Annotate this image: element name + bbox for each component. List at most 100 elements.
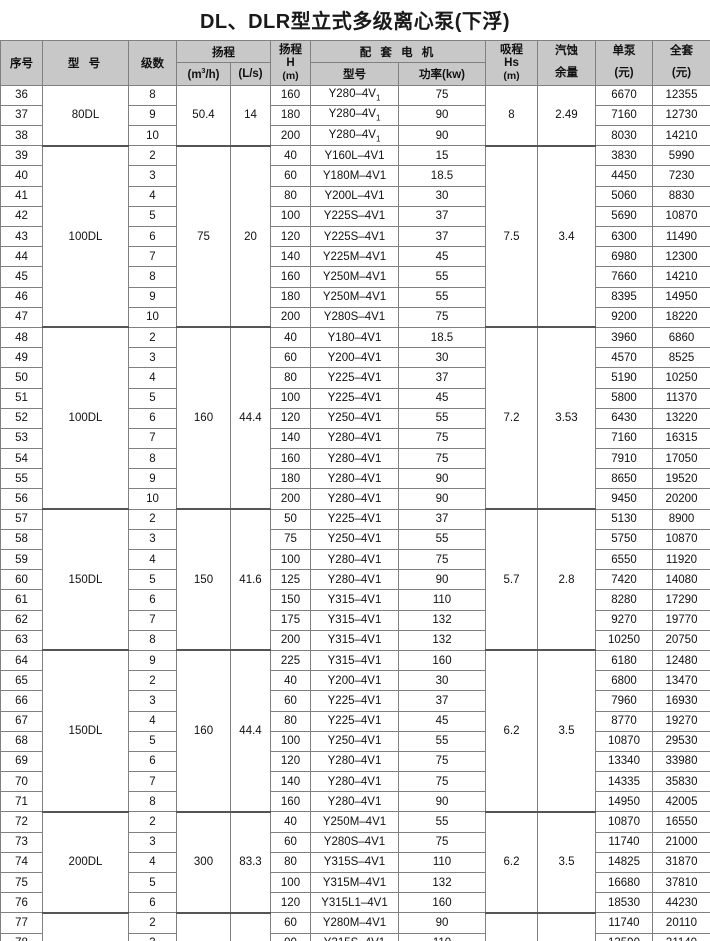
cell-seq: 77 bbox=[0, 912, 43, 934]
cell-full-price: 20200 bbox=[652, 488, 710, 510]
cell-head: 40 bbox=[270, 145, 311, 167]
cell-seq: 53 bbox=[0, 427, 43, 450]
col-head-line1: 扬程 bbox=[279, 43, 302, 56]
cell-head: 60 bbox=[270, 165, 311, 187]
cell-full-price: 37810 bbox=[652, 871, 710, 894]
cell-motor-power: 55 bbox=[398, 528, 486, 551]
cell-head: 90 bbox=[270, 932, 311, 941]
cell-motor-power: 90 bbox=[398, 488, 486, 510]
cell-motor-power: 90 bbox=[398, 468, 486, 490]
cell-full-price: 11920 bbox=[652, 548, 710, 571]
cell-seq: 63 bbox=[0, 629, 43, 651]
cell-motor-model: Y280–4V1 bbox=[310, 750, 399, 773]
cell-full-price: 18220 bbox=[652, 306, 710, 328]
cell-motor-model: Y315S–4V1 bbox=[310, 932, 399, 941]
cell-motor-model: Y225S–4V1 bbox=[310, 205, 399, 228]
cell-single-price: 5750 bbox=[595, 528, 653, 551]
cell-motor-power: 132 bbox=[398, 609, 486, 631]
cell-head: 140 bbox=[270, 771, 311, 793]
cell-motor-model: Y315M–4V1 bbox=[310, 871, 399, 894]
cell-stages: 5 bbox=[128, 730, 177, 752]
col-suction-line3: (m) bbox=[503, 70, 520, 83]
cell-stages: 3 bbox=[128, 528, 177, 551]
cell-motor-model: Y250–4V1 bbox=[310, 528, 399, 551]
cell-full-price: 19520 bbox=[652, 468, 710, 490]
cell-motor-power: 75 bbox=[398, 427, 486, 450]
table-row: 57 150DL 2 150 41.6 50 Y225–4V1 37 5.7 2.8 5130 890… bbox=[0, 508, 710, 652]
cell-seq: 65 bbox=[0, 670, 43, 692]
cell-motor-power: 132 bbox=[398, 629, 486, 651]
col-motor-group: 配 套 电 机 bbox=[310, 39, 486, 64]
cell-stages: 7 bbox=[128, 609, 177, 631]
cell-full-price: 17050 bbox=[652, 448, 710, 470]
cell-motor-model: Y250M–4V1 bbox=[310, 286, 399, 308]
cell-motor-power: 75 bbox=[398, 84, 486, 106]
cell-stages: 9 bbox=[128, 104, 177, 127]
col-seq: 序号 bbox=[0, 40, 43, 86]
cell-motor-model: Y280–4V1 bbox=[310, 104, 399, 127]
cell-single-price: 6980 bbox=[595, 246, 653, 268]
cell-suction: 5.7 bbox=[485, 508, 538, 652]
cell-motor-model: Y225–4V1 bbox=[310, 387, 399, 409]
cell-motor-power: 90 bbox=[398, 569, 486, 591]
cell-head: 150 bbox=[270, 589, 311, 611]
cell-suction: 6.2 bbox=[485, 912, 538, 941]
cell-head: 80 bbox=[270, 710, 311, 732]
cell-stages: 3 bbox=[128, 690, 177, 712]
col-head: 扬程 H (m) bbox=[270, 40, 311, 86]
cell-flow-m3h: 150 bbox=[176, 508, 231, 652]
cell-single-price: 13590 bbox=[595, 932, 653, 941]
cell-flow-ls: 44.4 bbox=[230, 649, 271, 813]
cell-head: 120 bbox=[270, 892, 311, 914]
cell-head: 80 bbox=[270, 851, 311, 874]
cell-full-price: 42005 bbox=[652, 791, 710, 813]
cell-motor-model: Y280–4V1 bbox=[310, 468, 399, 490]
cell-full-price: 19770 bbox=[652, 609, 710, 631]
cell-seq: 69 bbox=[0, 750, 43, 773]
cell-stages: 3 bbox=[128, 347, 177, 369]
col-suction: 吸程 Hs (m) bbox=[485, 40, 538, 86]
table-row: 37 9 180 Y280–4V1 90 7160 12730 bbox=[0, 104, 710, 127]
cell-seq: 66 bbox=[0, 690, 43, 712]
table-row: 53 7 140 Y280–4V1 75 7160 16315 bbox=[0, 427, 710, 450]
cell-full-price: 14210 bbox=[652, 125, 710, 147]
cell-stages: 4 bbox=[128, 548, 177, 571]
cell-seq: 52 bbox=[0, 407, 43, 429]
cell-single-price: 8030 bbox=[595, 125, 653, 147]
cell-motor-power: 55 bbox=[398, 286, 486, 308]
col-cavitation: 汽蚀 余量 bbox=[537, 40, 596, 86]
cell-full-price: 31870 bbox=[652, 851, 710, 874]
cell-head: 200 bbox=[270, 488, 311, 510]
table-row: 38 10 200 Y280–4V1 90 8030 14210 bbox=[0, 125, 710, 147]
cell-full-price: 13470 bbox=[652, 670, 710, 692]
cell-seq: 56 bbox=[0, 488, 43, 510]
cell-single-price: 6670 bbox=[595, 84, 653, 106]
cell-single-price: 11740 bbox=[595, 912, 653, 934]
cell-motor-power: 37 bbox=[398, 225, 486, 248]
cell-single-price: 6800 bbox=[595, 670, 653, 692]
cell-motor-model: Y280–4V1 bbox=[310, 427, 399, 450]
cell-full-price: 16315 bbox=[652, 427, 710, 450]
cell-single-price: 5690 bbox=[595, 205, 653, 228]
cell-stages: 3 bbox=[128, 165, 177, 187]
cell-motor-model: Y315–4V1 bbox=[310, 629, 399, 651]
table-row: 73 3 60 Y280S–4V1 75 11740 21000 bbox=[0, 831, 710, 853]
cell-stages: 6 bbox=[128, 225, 177, 248]
cell-stages: 9 bbox=[128, 286, 177, 308]
cell-motor-model: Y280–4V1 bbox=[310, 771, 399, 793]
cell-motor-model: Y225–4V1 bbox=[310, 508, 399, 530]
col-single-price: 单泵 (元) bbox=[595, 40, 653, 86]
table-row: 74 4 80 Y315S–4V1 110 14825 31870 bbox=[0, 851, 710, 874]
cell-model: 100DL bbox=[42, 326, 129, 511]
cell-seq: 67 bbox=[0, 710, 43, 732]
cell-seq: 39 bbox=[0, 145, 43, 167]
col-flow-m3h: (m3/h) bbox=[176, 62, 231, 86]
cell-seq: 70 bbox=[0, 771, 43, 793]
cell-stages: 6 bbox=[128, 892, 177, 914]
cell-motor-model: Y280M–4V1 bbox=[310, 912, 399, 934]
table-row: 52 6 120 Y250–4V1 55 6430 13220 bbox=[0, 407, 710, 429]
cell-motor-power: 55 bbox=[398, 407, 486, 429]
cell-head: 160 bbox=[270, 84, 311, 106]
cell-motor-power: 75 bbox=[398, 306, 486, 328]
